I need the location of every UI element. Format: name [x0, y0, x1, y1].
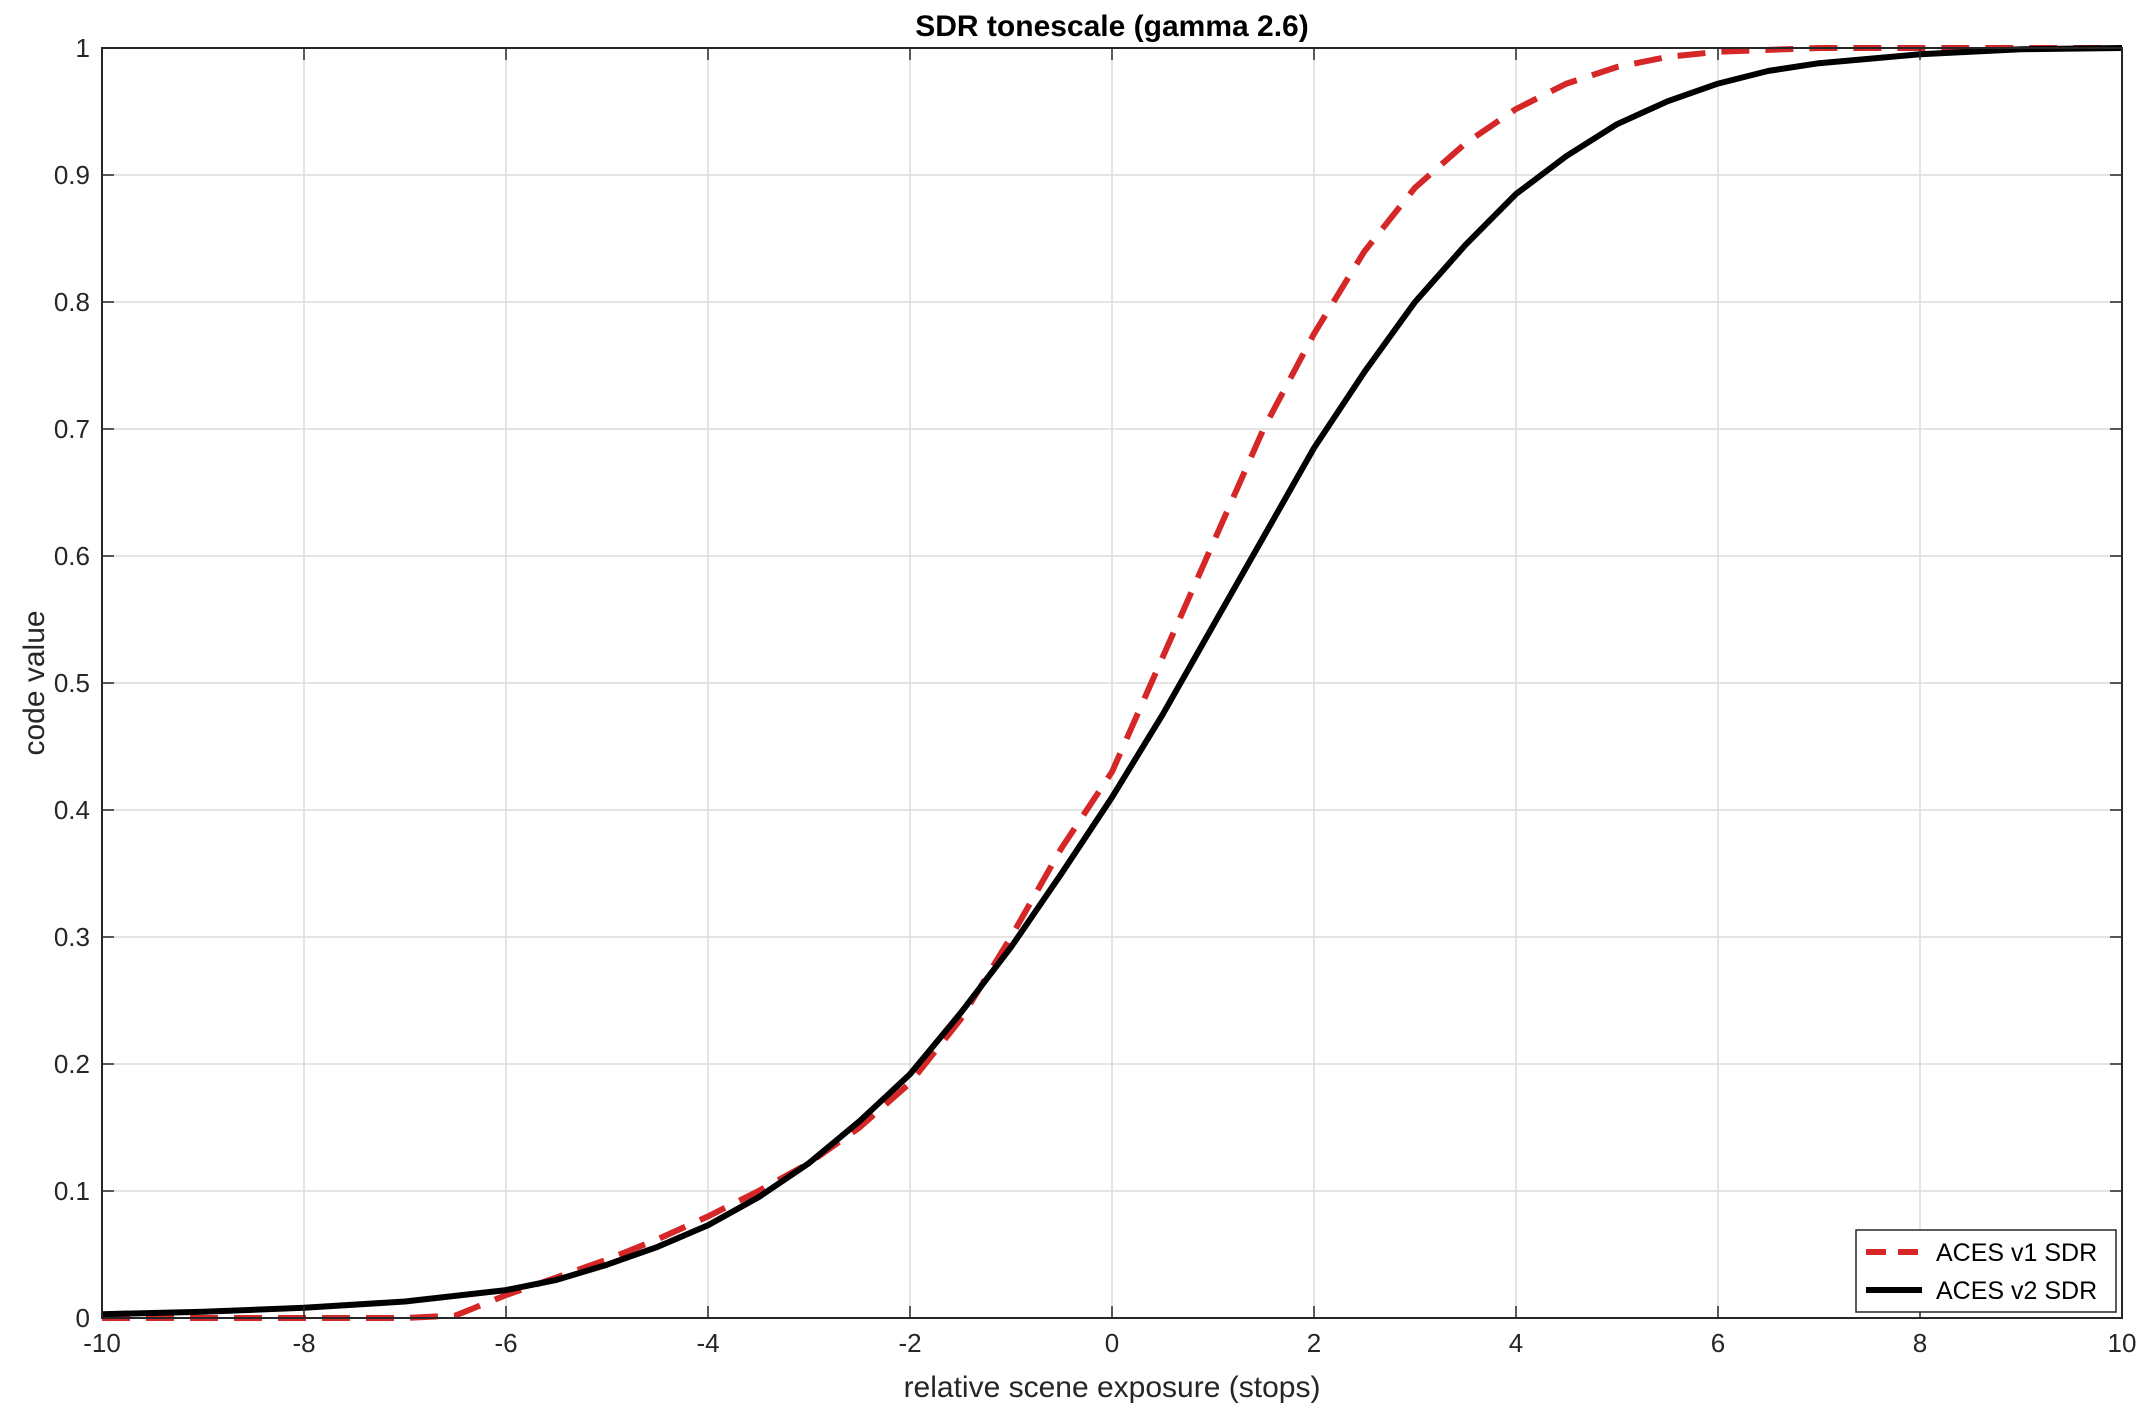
x-tick-label: 4: [1509, 1328, 1523, 1358]
x-tick-label: -6: [494, 1328, 517, 1358]
x-tick-label: 8: [1913, 1328, 1927, 1358]
y-tick-label: 0.1: [54, 1176, 90, 1206]
x-tick-label: 0: [1105, 1328, 1119, 1358]
legend-label-aces-v2: ACES v2 SDR: [1936, 1277, 2097, 1305]
x-tick-label: -8: [292, 1328, 315, 1358]
series-line-aces-v2: [101, 45, 2123, 1318]
y-tick-label: 0.5: [54, 668, 90, 698]
x-tick-label: 10: [2108, 1328, 2137, 1358]
y-tick-label: 0.7: [54, 414, 90, 444]
grid-lines: [102, 48, 2122, 1318]
y-tick-label: 0.4: [54, 795, 90, 825]
x-axis-ticks: -10 -8 -6 -4 -2 0 2 4 6 8 10: [83, 48, 2136, 1358]
y-axis-ticks: 0 0.1 0.2 0.3 0.4 0.5 0.6 0.7 0.8 0.9 1: [54, 33, 2122, 1333]
y-tick-label: 0.6: [54, 541, 90, 571]
series-line-aces-v1: [102, 45, 2122, 1321]
x-tick-label: 2: [1307, 1328, 1321, 1358]
y-tick-label: 0.3: [54, 922, 90, 952]
y-axis-label: code value: [18, 610, 51, 755]
legend-box: [1855, 1229, 2117, 1313]
legend-label-aces-v1: ACES v1 SDR: [1936, 1239, 2097, 1267]
y-tick-label: 0.2: [54, 1049, 90, 1079]
x-tick-label: 6: [1711, 1328, 1725, 1358]
x-tick-label: -2: [898, 1328, 921, 1358]
x-axis-label: relative scene exposure (stops): [904, 1371, 1321, 1404]
y-tick-label: 0: [76, 1303, 90, 1333]
x-tick-label: -10: [83, 1328, 121, 1358]
legend: ACES v1 SDR ACES v2 SDR: [1855, 1229, 2117, 1313]
chart-title: SDR tonescale (gamma 2.6): [915, 10, 1308, 43]
x-tick-label: -4: [696, 1328, 719, 1358]
y-tick-label: 0.9: [54, 160, 90, 190]
data-series: [101, 45, 2123, 1321]
y-tick-label: 1: [76, 33, 90, 63]
y-tick-label: 0.8: [54, 287, 90, 317]
